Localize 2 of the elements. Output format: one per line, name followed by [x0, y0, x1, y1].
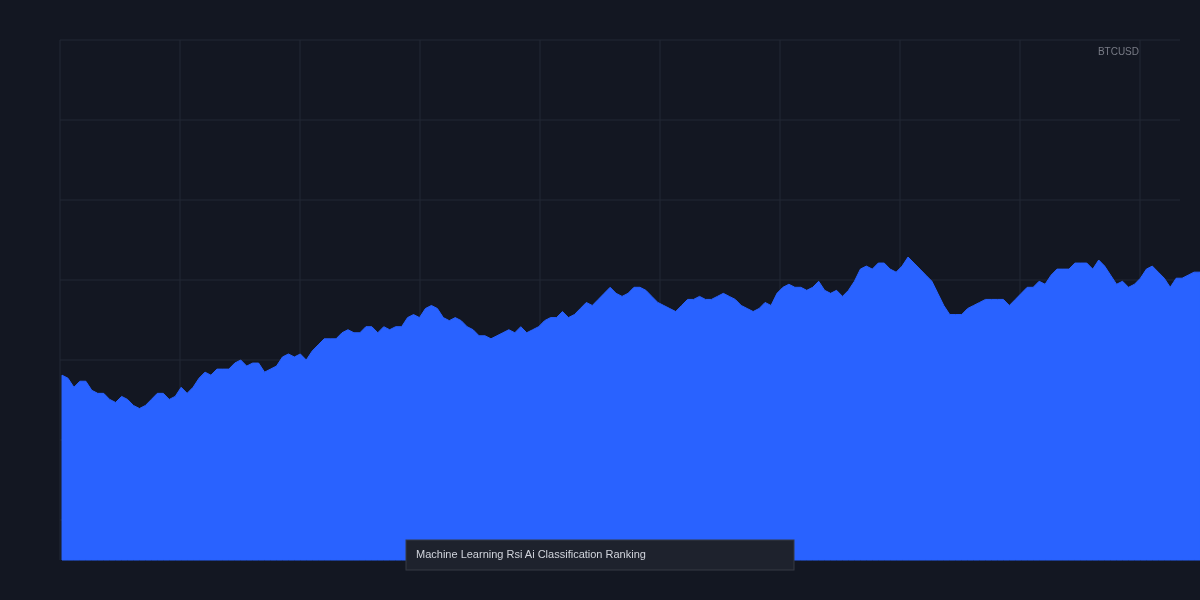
text: BTCUSD	[1097, 46, 1139, 57]
text: Machine Learning Rsi Ai Classification Ranking	[416, 547, 646, 560]
